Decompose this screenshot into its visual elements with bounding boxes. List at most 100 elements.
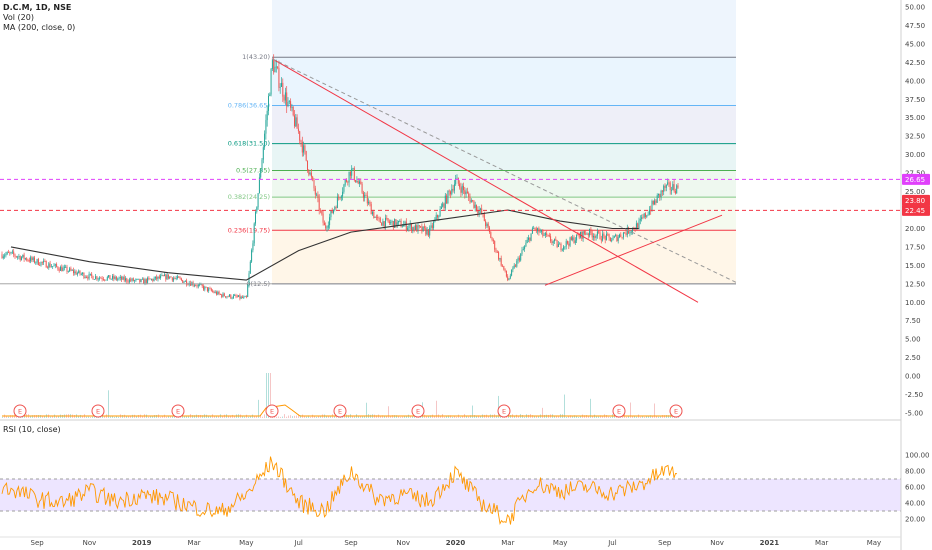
- volume-bar: [6, 416, 7, 418]
- candle-body: [655, 200, 657, 203]
- time-tick-label: Sep: [31, 539, 45, 547]
- price-tag-box: [902, 194, 930, 206]
- volume-legend[interactable]: Vol (20): [3, 13, 34, 22]
- volume-bar: [218, 416, 219, 418]
- candle-body: [370, 204, 372, 215]
- candle-body: [608, 234, 610, 238]
- volume-bar: [148, 416, 149, 418]
- candle-body: [483, 213, 485, 222]
- candle-body: [521, 249, 523, 254]
- volume-bar: [126, 415, 127, 418]
- earnings-marker-label: E: [270, 408, 274, 416]
- candle-body: [626, 227, 628, 235]
- volume-bar: [32, 415, 33, 418]
- volume-bar: [404, 416, 405, 418]
- candle-body: [218, 291, 220, 294]
- candle-body: [104, 279, 106, 281]
- candle-body: [352, 168, 354, 169]
- candle-body: [70, 268, 72, 271]
- candle-body: [67, 271, 69, 272]
- candle-body: [301, 142, 303, 153]
- volume-bar: [92, 416, 93, 418]
- candle-body: [100, 277, 102, 279]
- candle-body: [574, 240, 576, 243]
- symbol-title[interactable]: D.C.M, 1D, NSE: [3, 3, 72, 12]
- volume-bar: [10, 415, 11, 418]
- candle-body: [366, 195, 368, 204]
- candle-body: [83, 272, 85, 278]
- candle-body: [466, 191, 468, 194]
- volume-bar: [662, 415, 663, 418]
- candle-body: [166, 274, 168, 280]
- volume-bar: [300, 415, 301, 418]
- volume-bar: [584, 415, 585, 418]
- volume-bar: [598, 416, 599, 418]
- candle-body: [300, 140, 302, 143]
- candle-body: [426, 229, 428, 235]
- candle-body: [139, 278, 141, 282]
- candle-body: [529, 237, 531, 241]
- candle-body: [570, 237, 572, 240]
- candle-body: [52, 266, 54, 267]
- time-tick-label: 2019: [132, 539, 152, 547]
- earnings-marker-circle: [13, 404, 27, 418]
- candle-body: [180, 278, 182, 280]
- volume-bar: [58, 416, 59, 418]
- candle-body: [71, 270, 73, 271]
- candle-body: [151, 279, 152, 280]
- volume-bar: [186, 415, 187, 418]
- candle-body: [24, 258, 26, 260]
- price-tick-label: 30.00: [905, 151, 925, 159]
- candle-body: [498, 252, 500, 260]
- volume-bar: [128, 415, 129, 418]
- ma-legend[interactable]: MA (200, close, 0): [3, 23, 76, 32]
- candle-body: [223, 293, 225, 297]
- rsi-legend[interactable]: RSI (10, close): [3, 425, 61, 434]
- candle-body: [212, 290, 214, 292]
- candle-body: [261, 159, 263, 172]
- candle-body: [214, 291, 216, 293]
- volume-bar: [262, 416, 263, 418]
- candle-body: [167, 274, 169, 279]
- candle-body: [273, 60, 275, 73]
- volume-bar: [566, 416, 567, 418]
- candle-body: [60, 266, 61, 271]
- candle-body: [431, 225, 433, 228]
- candle-body: [512, 267, 514, 270]
- volume-bar: [406, 416, 407, 418]
- candle-body: [425, 227, 427, 235]
- candle-body: [470, 200, 472, 203]
- candle-body: [422, 226, 424, 232]
- candle-body: [671, 189, 672, 191]
- candle-body: [132, 278, 134, 282]
- volume-bar: [384, 416, 385, 418]
- volume-bar: [630, 402, 631, 418]
- candle-body: [170, 276, 172, 278]
- candle-body: [322, 213, 324, 223]
- candle-body: [362, 192, 364, 198]
- candle-body: [587, 233, 589, 236]
- candle-body: [383, 221, 385, 227]
- candle-body: [492, 240, 494, 242]
- price-tick-label: 40.00: [905, 77, 925, 85]
- support-line: [544, 214, 723, 286]
- candle-body: [405, 221, 407, 230]
- candle-body: [596, 231, 598, 236]
- candle-body: [576, 234, 578, 241]
- candle-body: [347, 181, 349, 183]
- candle-body: [157, 276, 159, 280]
- candle-body: [664, 185, 666, 188]
- fib-zone: [272, 170, 736, 198]
- candle-body: [567, 241, 568, 244]
- volume-bar: [398, 416, 399, 418]
- volume-bar: [358, 416, 359, 418]
- candle-body: [518, 257, 520, 261]
- candle-body: [18, 256, 20, 257]
- volume-bar: [268, 373, 269, 418]
- candle-body: [503, 265, 505, 270]
- volume-bar: [572, 415, 573, 418]
- candle-body: [28, 260, 30, 262]
- candle-body: [15, 256, 17, 258]
- candle-body: [184, 280, 186, 282]
